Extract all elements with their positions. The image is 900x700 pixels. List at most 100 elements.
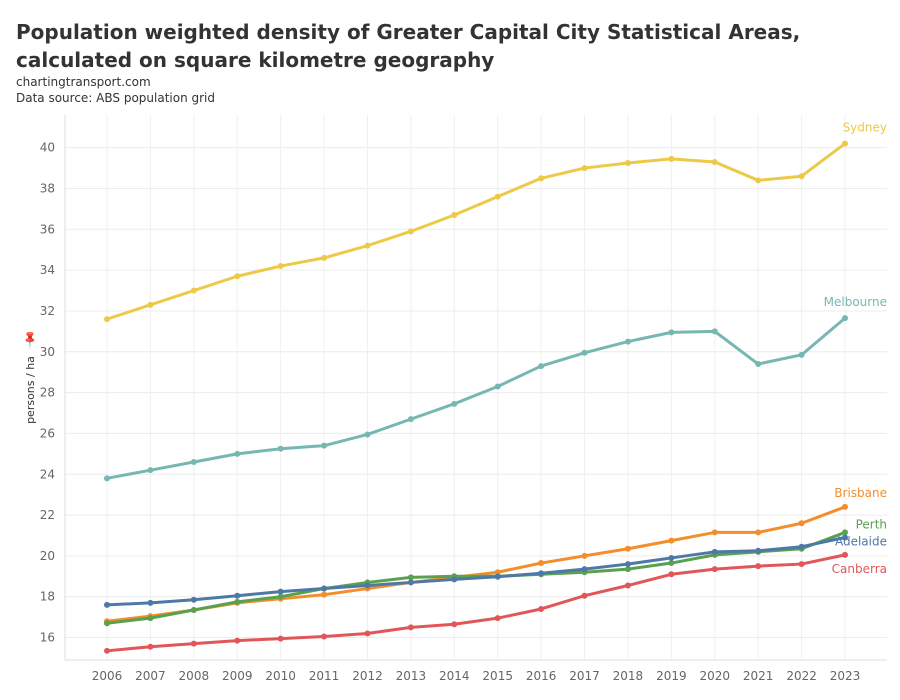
y-tick-label: 32: [40, 304, 55, 318]
y-tick-label: 26: [40, 426, 55, 440]
data-point-melbourne: [538, 363, 545, 370]
data-point-canberra: [451, 621, 458, 628]
data-point-canberra: [190, 640, 197, 647]
data-point-canberra: [364, 630, 371, 637]
data-point-canberra: [711, 566, 718, 573]
data-point-sydney: [104, 316, 110, 323]
data-point-perth: [104, 620, 110, 627]
data-point-perth: [234, 598, 241, 605]
data-point-adelaide: [668, 554, 675, 561]
data-point-canberra: [668, 571, 675, 578]
data-point-melbourne: [798, 351, 805, 358]
data-point-melbourne: [234, 450, 241, 457]
data-point-canberra: [147, 643, 154, 650]
pin-icon: 📌: [19, 328, 40, 349]
series-line-canberra: [106, 553, 846, 653]
series-label-sydney: Sydney: [843, 121, 887, 135]
data-point-brisbane: [538, 560, 545, 567]
data-point-brisbane: [321, 591, 328, 598]
data-point-adelaide: [407, 579, 414, 586]
series-label-perth: Perth: [856, 517, 887, 531]
data-point-brisbane: [668, 537, 675, 544]
x-tick-label: 2017: [569, 669, 600, 683]
y-tick-label: 22: [40, 508, 55, 522]
data-point-adelaide: [234, 592, 241, 599]
y-tick-label: 18: [40, 590, 55, 604]
data-point-sydney: [798, 173, 805, 180]
series-label-melbourne: Melbourne: [824, 295, 887, 309]
data-point-adelaide: [277, 588, 284, 595]
data-point-sydney: [190, 287, 197, 294]
data-point-brisbane: [711, 529, 718, 536]
data-point-melbourne: [321, 442, 328, 449]
data-point-sydney: [451, 212, 458, 219]
data-point-perth: [842, 529, 848, 536]
data-point-canberra: [321, 633, 328, 640]
series-line-sydney: [106, 142, 846, 321]
data-point-canberra: [277, 635, 284, 642]
data-point-sydney: [711, 158, 718, 165]
data-point-melbourne: [711, 328, 718, 335]
series-line-adelaide: [106, 536, 846, 607]
data-point-melbourne: [451, 400, 458, 407]
data-point-perth: [277, 593, 284, 600]
y-axis-title: persons / ha: [24, 356, 37, 424]
x-tick-label: 2016: [526, 669, 557, 683]
data-point-adelaide: [798, 543, 805, 550]
data-point-canberra: [234, 637, 241, 644]
data-point-sydney: [494, 193, 501, 200]
data-point-brisbane: [842, 503, 848, 510]
data-point-perth: [624, 566, 631, 573]
data-point-melbourne: [668, 329, 675, 336]
data-point-canberra: [407, 624, 414, 631]
data-point-melbourne: [755, 361, 762, 368]
data-point-sydney: [581, 165, 588, 172]
data-point-sydney: [624, 159, 631, 166]
series-line-perth: [106, 531, 846, 625]
data-point-brisbane: [581, 552, 588, 559]
data-point-adelaide: [581, 566, 588, 573]
data-point-melbourne: [104, 475, 110, 482]
x-tick-label: 2021: [743, 669, 774, 683]
data-point-adelaide: [624, 561, 631, 568]
data-point-perth: [668, 560, 675, 567]
data-source: Data source: ABS population grid: [16, 91, 216, 105]
data-point-canberra: [798, 561, 805, 568]
data-point-brisbane: [755, 529, 762, 536]
data-point-brisbane: [798, 520, 805, 527]
y-tick-label: 28: [40, 386, 55, 400]
data-point-canberra: [755, 563, 762, 570]
y-tick-label: 38: [40, 181, 55, 195]
x-tick-label: 2015: [482, 669, 513, 683]
x-tick-label: 2012: [352, 669, 383, 683]
data-point-perth: [190, 606, 197, 613]
data-point-canberra: [624, 582, 631, 589]
data-point-sydney: [321, 254, 328, 261]
x-tick-label: 2018: [613, 669, 644, 683]
y-tick-label: 34: [40, 263, 55, 277]
data-point-melbourne: [494, 383, 501, 390]
x-tick-label: 2007: [135, 669, 166, 683]
y-tick-label: 30: [40, 345, 55, 359]
data-point-adelaide: [842, 534, 848, 541]
data-point-melbourne: [581, 349, 588, 356]
data-point-perth: [147, 615, 154, 622]
x-tick-label: 2013: [396, 669, 427, 683]
data-point-perth: [407, 574, 414, 581]
x-tick-label: 2008: [179, 669, 210, 683]
x-tick-label: 2006: [92, 669, 123, 683]
data-point-adelaide: [755, 547, 762, 554]
x-tick-label: 2014: [439, 669, 470, 683]
chart-title: Population weighted density of Greater C…: [16, 20, 801, 72]
y-tick-label: 40: [40, 141, 55, 155]
data-point-adelaide: [147, 599, 154, 606]
data-point-adelaide: [451, 576, 458, 583]
x-tick-label: 2009: [222, 669, 253, 683]
y-tick-label: 36: [40, 222, 55, 236]
data-point-sydney: [668, 155, 675, 162]
data-point-adelaide: [494, 573, 501, 580]
data-point-sydney: [277, 263, 284, 270]
x-tick-label: 2023: [830, 669, 861, 683]
series-label-canberra: Canberra: [832, 562, 887, 576]
